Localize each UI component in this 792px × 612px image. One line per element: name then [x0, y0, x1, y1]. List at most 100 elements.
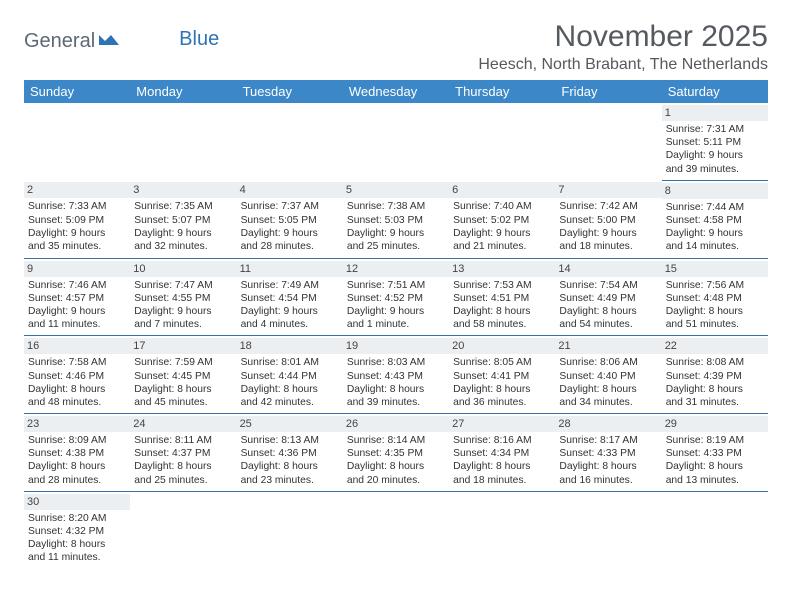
sunset-text: Sunset: 4:43 PM [347, 370, 445, 383]
calendar-day: 29Sunrise: 8:19 AMSunset: 4:33 PMDayligh… [662, 414, 768, 492]
sunset-text: Sunset: 4:58 PM [666, 214, 764, 227]
calendar-week: 2Sunrise: 7:33 AMSunset: 5:09 PMDaylight… [24, 180, 768, 258]
daylight-text: and 32 minutes. [134, 240, 232, 253]
day-number: 25 [237, 416, 343, 432]
day-number: 16 [24, 338, 130, 354]
sunrise-text: Sunrise: 8:01 AM [241, 356, 339, 369]
location-text: Heesch, North Brabant, The Netherlands [478, 56, 768, 74]
day-number: 2 [24, 182, 130, 198]
sunset-text: Sunset: 4:34 PM [453, 447, 551, 460]
weekday-header: Sunday [24, 80, 130, 103]
empty-cell [343, 491, 449, 568]
sunrise-text: Sunrise: 8:20 AM [28, 512, 126, 525]
day-number: 19 [343, 338, 449, 354]
daylight-text: Daylight: 9 hours [134, 305, 232, 318]
sunset-text: Sunset: 4:35 PM [347, 447, 445, 460]
calendar-day: 1Sunrise: 7:31 AMSunset: 5:11 PMDaylight… [662, 103, 768, 180]
header: General Blue November 2025 Heesch, North… [24, 20, 768, 74]
sunrise-text: Sunrise: 7:54 AM [559, 279, 657, 292]
sunset-text: Sunset: 4:51 PM [453, 292, 551, 305]
calendar-week: 23Sunrise: 8:09 AMSunset: 4:38 PMDayligh… [24, 414, 768, 492]
daylight-text: Daylight: 8 hours [453, 305, 551, 318]
sunrise-text: Sunrise: 8:13 AM [241, 434, 339, 447]
day-number: 13 [449, 261, 555, 277]
sunset-text: Sunset: 5:05 PM [241, 214, 339, 227]
daylight-text: Daylight: 9 hours [666, 149, 764, 162]
empty-cell [24, 103, 130, 180]
calendar-day: 2Sunrise: 7:33 AMSunset: 5:09 PMDaylight… [24, 180, 130, 258]
day-number: 7 [555, 182, 661, 198]
daylight-text: and 18 minutes. [559, 240, 657, 253]
sunset-text: Sunset: 4:33 PM [666, 447, 764, 460]
day-number: 22 [662, 338, 768, 354]
calendar-day: 10Sunrise: 7:47 AMSunset: 4:55 PMDayligh… [130, 258, 236, 336]
sunrise-text: Sunrise: 8:03 AM [347, 356, 445, 369]
calendar-week: 9Sunrise: 7:46 AMSunset: 4:57 PMDaylight… [24, 258, 768, 336]
calendar-day: 14Sunrise: 7:54 AMSunset: 4:49 PMDayligh… [555, 258, 661, 336]
day-number: 9 [24, 261, 130, 277]
sunset-text: Sunset: 5:02 PM [453, 214, 551, 227]
calendar-day: 25Sunrise: 8:13 AMSunset: 4:36 PMDayligh… [237, 414, 343, 492]
empty-cell [555, 491, 661, 568]
sunrise-text: Sunrise: 8:09 AM [28, 434, 126, 447]
empty-cell [662, 491, 768, 568]
daylight-text: and 34 minutes. [559, 396, 657, 409]
calendar-table: SundayMondayTuesdayWednesdayThursdayFrid… [24, 80, 768, 569]
title-block: November 2025 Heesch, North Brabant, The… [478, 20, 768, 74]
sunset-text: Sunset: 5:09 PM [28, 214, 126, 227]
sunset-text: Sunset: 4:33 PM [559, 447, 657, 460]
calendar-body: 1Sunrise: 7:31 AMSunset: 5:11 PMDaylight… [24, 103, 768, 569]
calendar-day: 30Sunrise: 8:20 AMSunset: 4:32 PMDayligh… [24, 491, 130, 568]
calendar-day: 3Sunrise: 7:35 AMSunset: 5:07 PMDaylight… [130, 180, 236, 258]
calendar-day: 20Sunrise: 8:05 AMSunset: 4:41 PMDayligh… [449, 336, 555, 414]
daylight-text: Daylight: 8 hours [28, 460, 126, 473]
daylight-text: and 1 minute. [347, 318, 445, 331]
sunrise-text: Sunrise: 7:44 AM [666, 201, 764, 214]
daylight-text: and 23 minutes. [241, 474, 339, 487]
daylight-text: and 31 minutes. [666, 396, 764, 409]
sunrise-text: Sunrise: 7:35 AM [134, 200, 232, 213]
daylight-text: Daylight: 8 hours [347, 460, 445, 473]
daylight-text: Daylight: 8 hours [241, 460, 339, 473]
daylight-text: Daylight: 8 hours [559, 305, 657, 318]
daylight-text: and 35 minutes. [28, 240, 126, 253]
daylight-text: and 4 minutes. [241, 318, 339, 331]
calendar-day: 23Sunrise: 8:09 AMSunset: 4:38 PMDayligh… [24, 414, 130, 492]
daylight-text: Daylight: 9 hours [134, 227, 232, 240]
daylight-text: and 39 minutes. [666, 163, 764, 176]
sunrise-text: Sunrise: 7:58 AM [28, 356, 126, 369]
daylight-text: Daylight: 9 hours [453, 227, 551, 240]
sunrise-text: Sunrise: 7:46 AM [28, 279, 126, 292]
brand-part1: General [24, 30, 95, 53]
day-number: 12 [343, 261, 449, 277]
daylight-text: and 25 minutes. [347, 240, 445, 253]
sunrise-text: Sunrise: 7:38 AM [347, 200, 445, 213]
sunset-text: Sunset: 4:55 PM [134, 292, 232, 305]
sunrise-text: Sunrise: 8:05 AM [453, 356, 551, 369]
day-number: 11 [237, 261, 343, 277]
daylight-text: Daylight: 9 hours [347, 305, 445, 318]
sunset-text: Sunset: 5:11 PM [666, 136, 764, 149]
sunrise-text: Sunrise: 7:49 AM [241, 279, 339, 292]
sunrise-text: Sunrise: 7:47 AM [134, 279, 232, 292]
calendar-day: 5Sunrise: 7:38 AMSunset: 5:03 PMDaylight… [343, 180, 449, 258]
sunset-text: Sunset: 5:03 PM [347, 214, 445, 227]
day-number: 4 [237, 182, 343, 198]
calendar-day: 28Sunrise: 8:17 AMSunset: 4:33 PMDayligh… [555, 414, 661, 492]
day-number: 17 [130, 338, 236, 354]
daylight-text: Daylight: 8 hours [28, 538, 126, 551]
weekday-header: Thursday [449, 80, 555, 103]
empty-cell [130, 491, 236, 568]
sunrise-text: Sunrise: 8:08 AM [666, 356, 764, 369]
daylight-text: Daylight: 9 hours [559, 227, 657, 240]
weekday-header: Saturday [662, 80, 768, 103]
calendar-day: 7Sunrise: 7:42 AMSunset: 5:00 PMDaylight… [555, 180, 661, 258]
daylight-text: and 20 minutes. [347, 474, 445, 487]
day-number: 21 [555, 338, 661, 354]
sunset-text: Sunset: 4:32 PM [28, 525, 126, 538]
sunrise-text: Sunrise: 7:40 AM [453, 200, 551, 213]
sunset-text: Sunset: 4:40 PM [559, 370, 657, 383]
empty-cell [130, 103, 236, 180]
empty-cell [449, 491, 555, 568]
empty-cell [237, 491, 343, 568]
